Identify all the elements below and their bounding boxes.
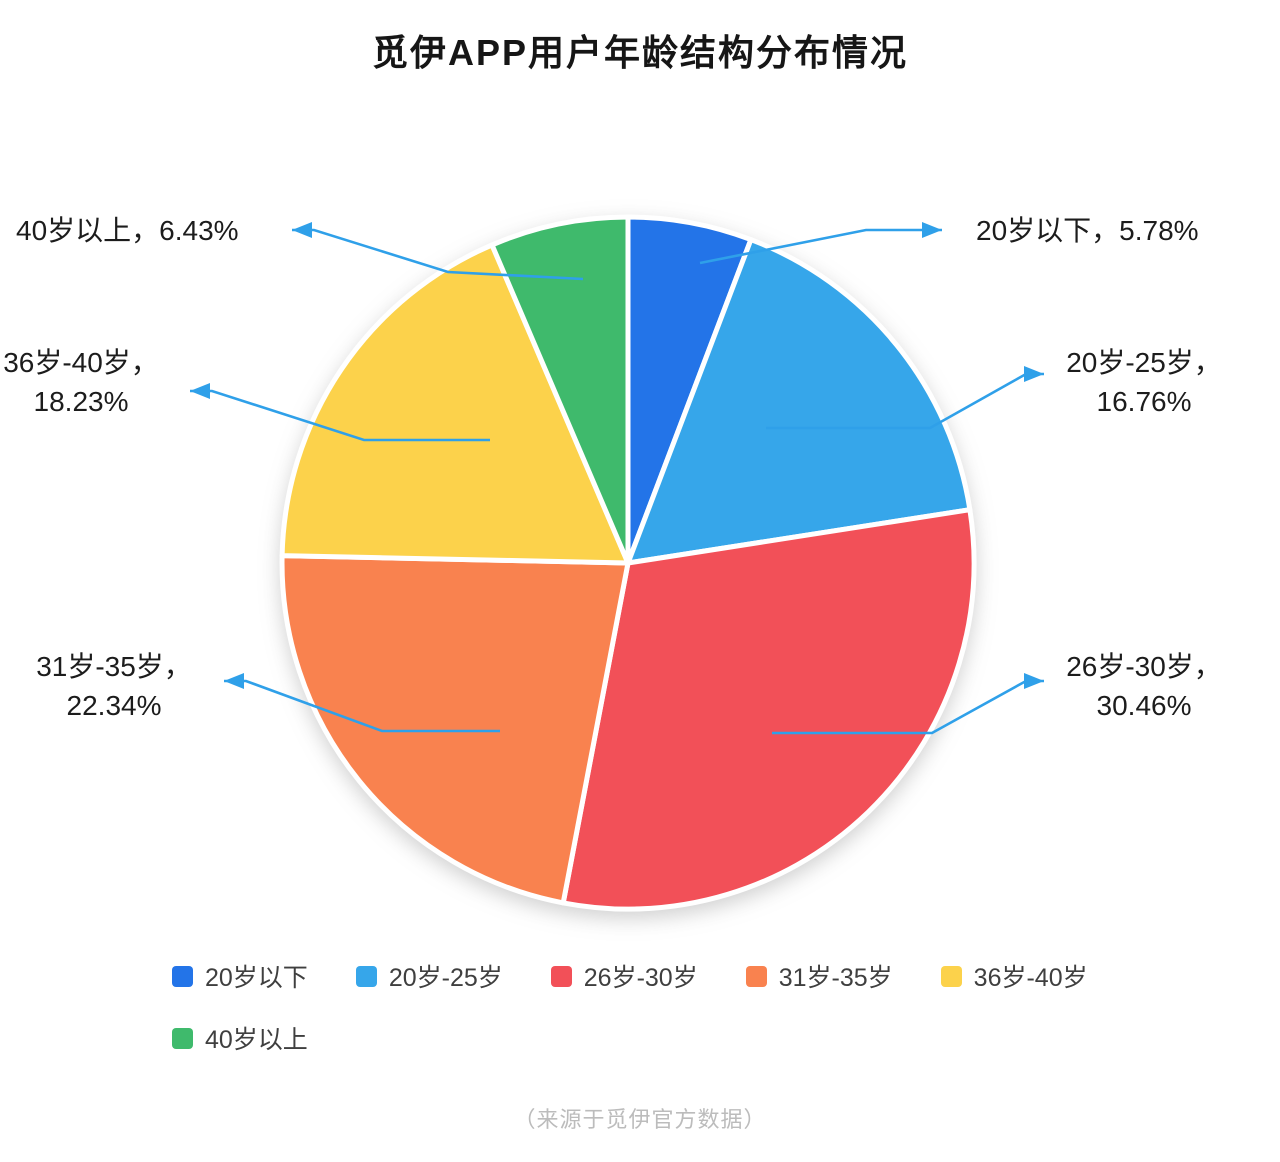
callout-label-36-40: 36岁-40岁， 18.23%: [3, 347, 159, 417]
callout-arrow-20-25: [766, 366, 1044, 430]
legend-item-20岁以下: 20岁以下: [172, 958, 308, 994]
legend-swatch-icon: [550, 965, 572, 987]
callout-label-under20: 20岁以下，5.78%: [976, 215, 1199, 246]
legend-item-40岁以上: 40岁以上: [172, 1020, 308, 1056]
callout-label-26-30: 26岁-30岁， 30.46%: [1066, 651, 1222, 721]
callout-arrow-36-40: [190, 383, 490, 442]
legend-swatch-icon: [355, 965, 377, 987]
chart-title: 觅伊APP用户年龄结构分布情况: [371, 32, 909, 73]
pie-slices: [279, 214, 977, 912]
pie-slice-36岁-40岁: [279, 242, 631, 566]
callout-label-20-25: 20岁-25岁， 16.76%: [1066, 347, 1222, 417]
legend-label: 20岁-25岁: [388, 964, 503, 992]
pie-slice-31岁-35岁: [279, 553, 631, 906]
pie-slice-26岁-30岁: [560, 507, 977, 912]
legend-label: 31岁-35岁: [778, 964, 893, 992]
callout-arrow-31-35: [224, 673, 500, 733]
legend-swatch-icon: [172, 965, 193, 987]
legend-label: 40岁以上: [205, 1026, 308, 1054]
pie-slice-40岁以上: [489, 214, 631, 566]
legend-item-36岁-40岁: 36岁-40岁: [940, 958, 1088, 994]
legend-label: 20岁以下: [205, 964, 308, 992]
legend-label: 36岁-40岁: [973, 964, 1088, 992]
legend-swatch-icon: [172, 1027, 193, 1049]
callout-label-40plus: 40岁以上，6.43%: [16, 215, 239, 246]
source-note: （来源于觅伊官方数据）: [513, 1107, 767, 1132]
legend-item-26岁-30岁: 26岁-30岁: [550, 958, 698, 994]
callout-arrow-under20: [699, 222, 942, 265]
legend-swatch-icon: [745, 965, 767, 987]
callout-arrow-26-30: [772, 673, 1044, 735]
legend-item-20岁-25岁: 20岁-25岁: [355, 958, 503, 994]
legend-swatch-icon: [940, 965, 962, 987]
pie-slice-20岁-25岁: [625, 237, 973, 566]
callout-label-31-35: 31岁-35岁， 22.34%: [36, 651, 192, 721]
legend-label: 26岁-30岁: [583, 964, 698, 992]
legend: 20岁以下 20岁-25岁 26岁-30岁 31岁-35岁 36岁-40岁 40岁以上: [172, 958, 1182, 1056]
callout-lines: [190, 222, 1044, 735]
callout-arrow-40plus: [292, 222, 584, 281]
legend-item-31岁-35岁: 31岁-35岁: [745, 958, 893, 994]
